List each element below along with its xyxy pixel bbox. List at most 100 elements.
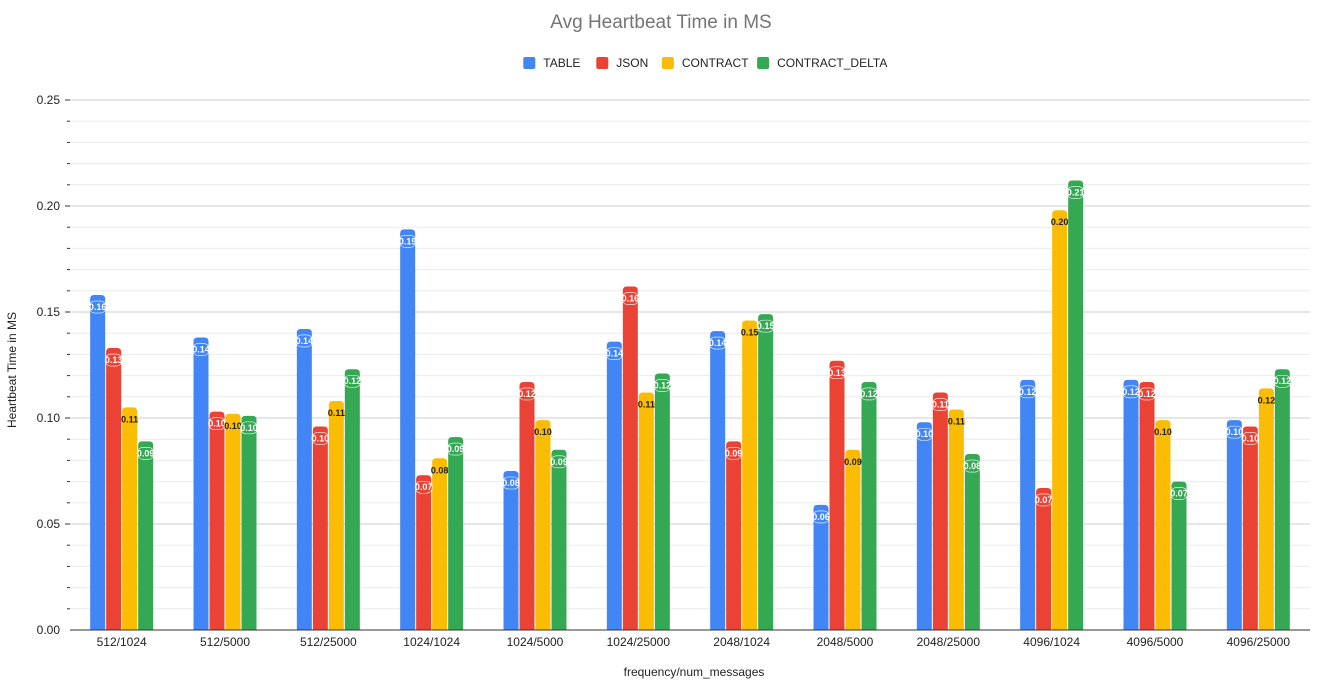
data-label: 0.09 [447,444,465,454]
bar-contract-delta [964,454,980,630]
data-label: 0.09 [550,457,568,467]
legend-item-contract-delta[interactable]: CONTRACT_DELTA [757,56,887,70]
bar-contract [948,409,964,630]
data-label-bubble [637,398,655,411]
data-label: 0.12 [344,376,362,386]
data-label-bubble [1138,387,1156,401]
data-label: 0.12 [1274,376,1292,386]
bar-contract [1052,210,1068,631]
bar-table [916,422,932,630]
data-label: 0.19 [399,236,417,246]
y-tick-label: 0.00 [37,623,61,637]
data-label: 0.15 [757,321,775,331]
bar-table [296,328,312,630]
bar-table [813,504,829,630]
data-label: 0.07 [1170,489,1188,499]
data-label: 0.10 [534,427,552,437]
x-tick-label: 1024/25000 [607,635,671,649]
data-label-bubble [947,415,965,428]
legend: TABLE JSON CONTRACT CONTRACT_DELTA [523,56,887,70]
data-label-bubble [812,510,830,524]
data-label-bubble [224,419,242,432]
data-label-bubble [605,347,624,360]
legend-label: CONTRACT_DELTA [777,56,887,70]
data-label-bubble [518,387,536,401]
data-label: 0.13 [828,368,846,378]
data-label-bubble [844,455,862,468]
data-label-bubble [1273,374,1292,388]
data-label: 0.12 [654,380,672,390]
data-label: 0.10 [240,423,258,433]
bar-table [193,337,209,630]
bar-table [400,229,416,630]
data-label-bubble [414,480,433,494]
data-label-bubble [653,379,672,392]
bar-contract [122,407,138,630]
data-label-bubble [724,447,743,460]
data-label: 0.13 [105,355,123,365]
legend-swatch [596,57,609,69]
data-label: 0.14 [606,349,624,359]
bar-json [932,392,948,630]
bar-contract-delta [1171,481,1187,630]
x-tick-label: 512/25000 [300,635,357,649]
bar-table [1123,379,1139,630]
y-axis-ticks: 0.00 0.05 0.10 0.15 0.20 0.25 [37,93,61,637]
data-label-bubble [295,334,314,348]
bar-contract-delta [551,449,567,630]
bar-json [1036,487,1052,630]
data-label: 0.10 [916,429,934,439]
data-label: 0.12 [1122,387,1140,397]
y-axis-title: Heartbeat Time in MS [5,312,19,428]
data-label: 0.08 [431,465,449,475]
y-tick-label: 0.05 [37,517,61,531]
data-label-bubble [741,326,759,339]
legend-item-table[interactable]: TABLE [523,56,580,70]
bars [90,180,1290,631]
bar-contract [225,413,241,630]
legend-item-json[interactable]: JSON [596,56,648,70]
bar-contract-delta [448,437,464,630]
data-label-bubble [343,374,362,388]
data-label-bubble [502,476,520,490]
bar-json [312,426,328,630]
x-tick-label: 2048/25000 [917,635,981,649]
bar-json [209,411,225,630]
bar-contract [432,458,448,630]
data-label-bubble [1257,394,1275,407]
data-label: 0.16 [622,294,640,304]
data-label-bubble [327,407,345,420]
data-label: 0.10 [312,433,330,443]
legend-swatch [757,57,770,69]
data-label-bubble [136,447,155,460]
bar-json [519,381,535,630]
x-tick-label: 2048/5000 [817,635,874,649]
data-label: 0.16 [89,302,107,312]
data-label-bubble [446,442,465,456]
data-label: 0.11 [328,408,345,418]
data-label-bubble [431,464,449,477]
data-label: 0.15 [741,327,759,337]
legend-item-contract[interactable]: CONTRACT [661,56,749,70]
data-label-bubble [828,366,846,380]
data-label-bubble [621,292,640,305]
data-label: 0.10 [1154,427,1172,437]
x-tick-label: 4096/5000 [1127,635,1184,649]
data-label: 0.09 [844,457,862,467]
data-label-bubble [915,427,934,441]
bar-table [90,295,106,630]
y-tick-label: 0.20 [37,199,61,213]
data-label-bubble [88,300,107,314]
x-axis-title: frequency/num_messages [624,665,765,679]
bar-contract-delta [861,381,877,630]
data-label-bubble [756,319,775,333]
data-label: 0.14 [709,338,727,348]
data-label-bubble [104,353,123,367]
data-label-bubble [398,235,417,248]
data-label: 0.20 [1051,217,1069,227]
data-label: 0.12 [1138,389,1156,399]
bar-contract [638,392,654,630]
bar-table [606,341,622,630]
data-label-bubble [1225,425,1244,439]
